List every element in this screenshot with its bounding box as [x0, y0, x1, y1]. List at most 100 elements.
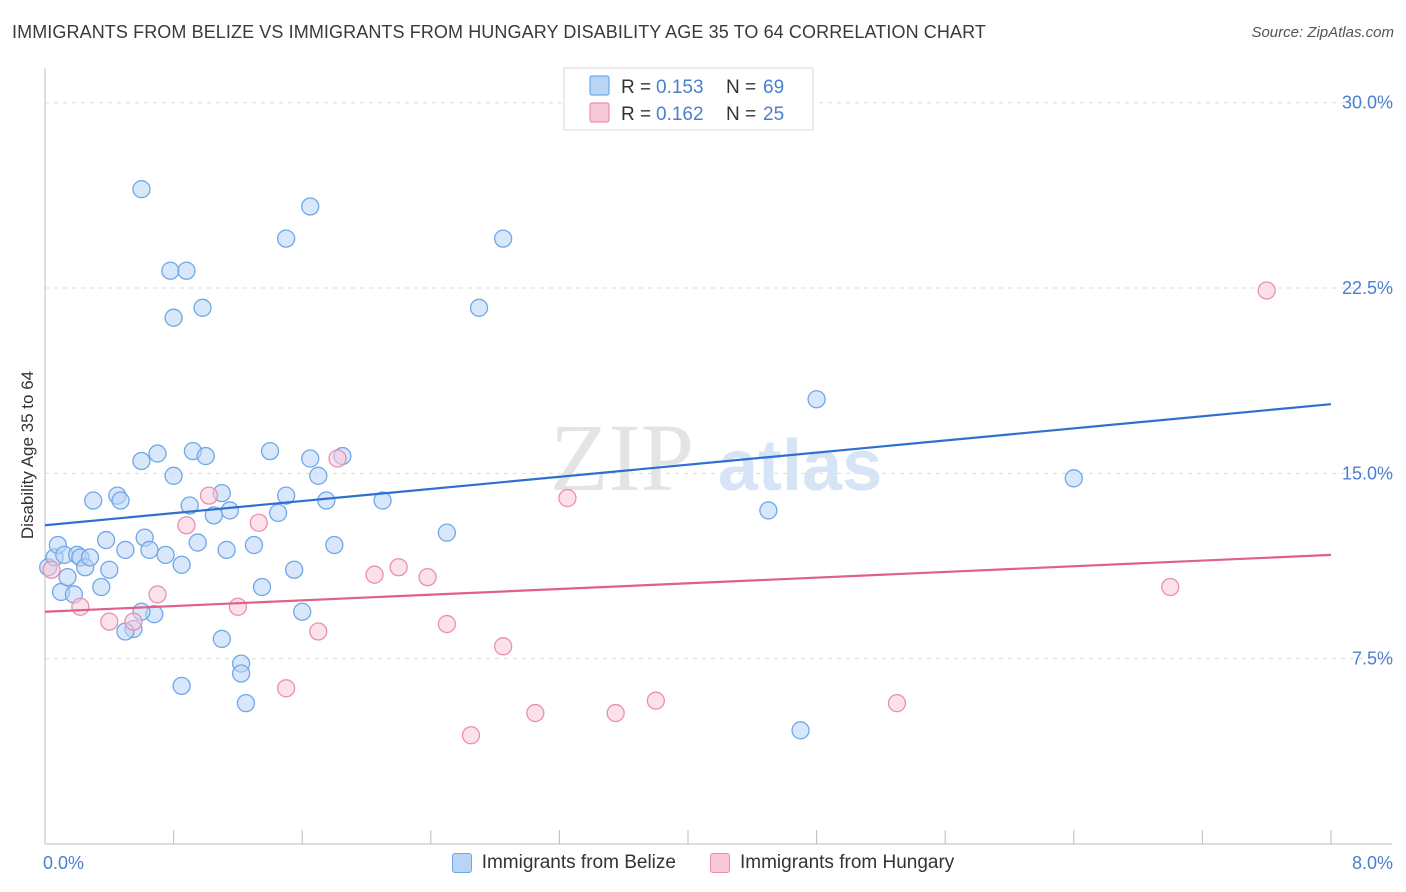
point-belize — [92, 577, 111, 597]
point-belize — [217, 540, 236, 560]
bottom-legend-item-belize: Immigrants from Belize — [451, 852, 676, 874]
point-hungary — [526, 703, 545, 723]
legend-r-value-hungary: 0.162 — [656, 104, 704, 125]
point-belize — [293, 602, 312, 621]
point-belize — [196, 446, 215, 466]
point-hungary — [389, 558, 408, 577]
point-belize — [759, 501, 778, 520]
point-hungary — [228, 597, 248, 616]
grid-lines — [45, 102, 1392, 660]
point-hungary — [606, 703, 625, 723]
bottom-legend-label-hungary: Immigrants from Hungary — [739, 852, 955, 873]
bottom-legend-label-belize: Immigrants from Belize — [481, 852, 676, 873]
point-hungary — [1257, 281, 1276, 300]
legend-n-value-belize: 69 — [763, 77, 784, 98]
legend-n-label-hungary: N = — [726, 104, 756, 125]
point-hungary — [100, 612, 119, 631]
point-belize — [156, 545, 175, 565]
legend-box: R = 0.153 N = 69 R = 0.162 N = 25 — [563, 67, 814, 131]
y-tick-label: 15.0% — [1342, 463, 1393, 483]
point-belize — [132, 180, 151, 199]
point-belize — [317, 491, 336, 510]
data-points — [39, 180, 1276, 745]
point-hungary — [71, 597, 90, 616]
point-hungary — [177, 516, 196, 535]
chart-title: IMMIGRANTS FROM BELIZE VS IMMIGRANTS FRO… — [12, 22, 986, 42]
legend-r-label-belize: R = — [621, 77, 651, 98]
point-belize — [236, 694, 256, 713]
axes — [44, 68, 1392, 845]
point-belize — [244, 535, 264, 555]
y-axis-label: Disability Age 35 to 64 — [18, 371, 37, 539]
x-tick-label-min: 0.0% — [43, 853, 84, 873]
point-belize — [148, 444, 167, 463]
point-belize — [325, 535, 344, 555]
point-belize — [373, 491, 392, 510]
x-tick-label-max: 8.0% — [1352, 853, 1393, 873]
point-belize — [301, 197, 320, 216]
point-belize — [220, 501, 240, 520]
point-hungary — [493, 637, 513, 656]
legend-n-label-belize: N = — [726, 77, 756, 98]
legend-swatch-hungary — [589, 102, 610, 123]
point-hungary — [887, 694, 907, 713]
point-hungary — [249, 513, 268, 532]
point-belize — [260, 441, 280, 461]
legend-r-label-hungary: R = — [621, 104, 651, 125]
point-belize — [161, 261, 180, 280]
point-belize — [172, 555, 191, 574]
point-belize — [276, 486, 296, 505]
y-tick-label: 30.0% — [1342, 93, 1393, 113]
point-belize — [807, 390, 826, 409]
point-belize — [301, 449, 320, 468]
point-belize — [193, 298, 212, 317]
point-belize — [437, 523, 457, 542]
point-belize — [116, 540, 135, 560]
y-tick-label: 22.5% — [1342, 278, 1393, 298]
point-hungary — [328, 449, 347, 468]
point-belize — [188, 533, 207, 552]
point-hungary — [461, 726, 481, 745]
legend-r-value-belize: 0.153 — [656, 77, 704, 98]
y-tick-labels: 7.5% 15.0% 22.5% 30.0% — [1342, 93, 1393, 669]
point-belize — [180, 496, 199, 515]
point-hungary — [148, 585, 167, 604]
watermark-atlas: atlas — [718, 426, 882, 506]
point-hungary — [276, 679, 296, 698]
point-belize — [212, 629, 231, 649]
trend-line-belize — [44, 403, 1332, 527]
legend-n-value-hungary: 25 — [763, 104, 784, 125]
source-credit: Source: ZipAtlas.com — [1251, 24, 1394, 41]
y-tick-label: 7.5% — [1352, 649, 1393, 669]
point-belize — [172, 676, 191, 696]
point-belize — [309, 466, 328, 485]
point-belize — [791, 721, 810, 740]
legend-swatch-belize — [589, 75, 610, 96]
point-belize — [111, 491, 130, 510]
bottom-legend: Immigrants from Belize Immigrants from H… — [0, 852, 1406, 874]
point-belize — [80, 548, 100, 567]
point-belize — [164, 466, 183, 485]
point-hungary — [365, 565, 384, 584]
point-hungary — [124, 612, 143, 631]
point-belize — [268, 503, 288, 523]
point-belize — [58, 567, 77, 587]
point-hungary — [437, 614, 457, 634]
point-belize — [285, 560, 304, 579]
point-belize — [96, 530, 116, 550]
point-belize — [132, 451, 151, 471]
point-hungary — [646, 691, 665, 710]
bottom-legend-item-hungary: Immigrants from Hungary — [709, 852, 955, 874]
trend-line-hungary — [44, 553, 1332, 613]
point-belize — [231, 664, 251, 683]
point-belize — [140, 540, 159, 560]
point-hungary — [418, 567, 437, 587]
x-tick-labels: 0.0% 8.0% — [43, 853, 1393, 873]
point-belize — [177, 261, 196, 280]
point-belize — [100, 560, 119, 579]
point-hungary — [199, 486, 219, 505]
bottom-legend-swatch-belize — [451, 853, 472, 873]
point-hungary — [558, 488, 577, 508]
trend-lines — [44, 403, 1332, 613]
